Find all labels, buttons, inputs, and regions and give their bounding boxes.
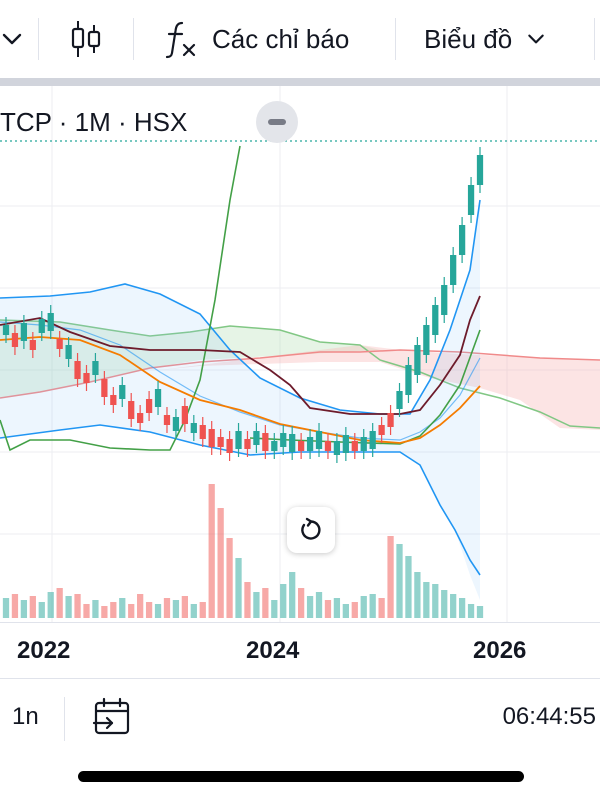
ema-line	[0, 336, 481, 444]
volume-bar	[137, 594, 144, 618]
volume-bar	[423, 582, 430, 618]
minus-icon	[268, 119, 286, 125]
volume-bar	[154, 604, 162, 618]
ichimoku-span-b	[0, 349, 600, 399]
volume-bar	[11, 594, 19, 618]
volume-bar	[387, 536, 394, 618]
volume-bar	[289, 572, 296, 618]
volume-bar	[235, 558, 242, 618]
volume-bar	[190, 604, 197, 618]
volume-bar	[396, 544, 403, 618]
volume-bar	[324, 600, 332, 618]
year-label: 2024	[246, 637, 300, 664]
volume-bar	[208, 484, 215, 618]
collapse-legend-button[interactable]	[256, 101, 298, 143]
toolbar-divider	[64, 697, 65, 741]
volume-bar	[244, 582, 251, 618]
candles-layer	[2, 147, 484, 463]
volume-bar	[432, 584, 439, 618]
home-indicator[interactable]	[78, 771, 524, 782]
bottom-toolbar: 1n 06:44:55	[0, 678, 600, 759]
volume-bar	[38, 602, 45, 618]
volume-bar	[280, 584, 287, 618]
chart-toolbar: Các chỉ báo Biểu đồ	[0, 0, 600, 78]
volume-bar	[128, 604, 135, 618]
volume-bar	[92, 600, 99, 618]
volume-bar	[315, 592, 323, 618]
volume-bar	[306, 596, 314, 618]
bollinger-fill	[0, 200, 480, 600]
indicators-button[interactable]: Các chỉ báo	[164, 0, 349, 78]
volume-bar	[271, 600, 278, 618]
volume-bar	[65, 596, 72, 618]
maroon-line	[0, 295, 481, 415]
green-line	[0, 145, 241, 452]
volume-bar	[2, 598, 10, 618]
volume-bar	[110, 602, 117, 618]
volume-bar	[47, 592, 54, 618]
volume-layer	[2, 484, 484, 618]
volume-bar	[369, 594, 376, 618]
year-label: 2026	[473, 637, 527, 664]
calendar-goto-icon	[92, 697, 130, 735]
ichimoku-span-a	[0, 319, 600, 429]
go-to-date-button[interactable]	[92, 697, 132, 742]
volume-bar	[145, 602, 153, 618]
bollinger-lower	[0, 424, 481, 576]
volume-bar	[467, 604, 475, 618]
volume-bar	[253, 592, 260, 618]
volume-bar	[172, 600, 180, 618]
symbol-legend[interactable]: TCP · 1M · HSX	[0, 104, 187, 140]
toolbar-chevron[interactable]	[0, 0, 24, 78]
volume-bar	[378, 598, 385, 618]
chart-type-button[interactable]	[70, 0, 102, 78]
volume-bar	[476, 606, 484, 618]
volume-bar	[199, 602, 206, 618]
volume-bar	[414, 572, 421, 618]
toolbar-divider	[594, 18, 595, 60]
chart-menu-button[interactable]: Biểu đồ	[424, 0, 546, 78]
reset-chart-button[interactable]	[287, 507, 335, 553]
volume-bar	[226, 538, 233, 618]
chevron-down-icon	[2, 33, 22, 45]
toolbar-divider	[133, 18, 134, 60]
volume-bar	[298, 588, 305, 618]
volume-bar	[333, 598, 341, 618]
reset-icon	[301, 517, 321, 540]
volume-bar	[101, 606, 108, 618]
range-button[interactable]: 1n	[12, 703, 39, 730]
volume-bar	[74, 594, 81, 618]
volume-bar	[181, 596, 188, 618]
volume-bar	[163, 598, 171, 618]
time-axis[interactable]: 2022 2024 2026	[0, 622, 600, 679]
toolbar-divider	[38, 18, 39, 60]
candlestick-icon	[71, 21, 101, 57]
volume-bar	[29, 596, 36, 618]
fx-icon	[165, 21, 196, 59]
volume-bar	[119, 598, 126, 618]
volume-bar	[351, 602, 358, 618]
volume-bar	[342, 604, 349, 618]
volume-bar	[83, 604, 90, 618]
volume-bar	[458, 598, 466, 618]
indicators-label: Các chỉ báo	[212, 23, 350, 54]
ichimoku-cloud-red	[160, 345, 600, 430]
volume-bar	[217, 508, 224, 618]
volume-bar	[405, 556, 412, 618]
symbol-info: TCP · 1M · HSX	[0, 106, 188, 137]
volume-bar	[450, 594, 457, 618]
toolbar-divider	[395, 18, 396, 60]
bollinger-upper	[0, 199, 481, 415]
chevron-down-icon	[528, 34, 544, 44]
volume-bar	[441, 590, 448, 618]
clock-label: 06:44:55	[502, 703, 596, 730]
toolbar-separator	[0, 78, 600, 86]
year-label: 2022	[17, 637, 71, 664]
volume-bar	[56, 588, 63, 618]
volume-bar	[20, 600, 28, 618]
volume-bar	[262, 588, 269, 618]
volume-bar	[360, 596, 367, 618]
chart-menu-label: Biểu đồ	[424, 23, 513, 54]
